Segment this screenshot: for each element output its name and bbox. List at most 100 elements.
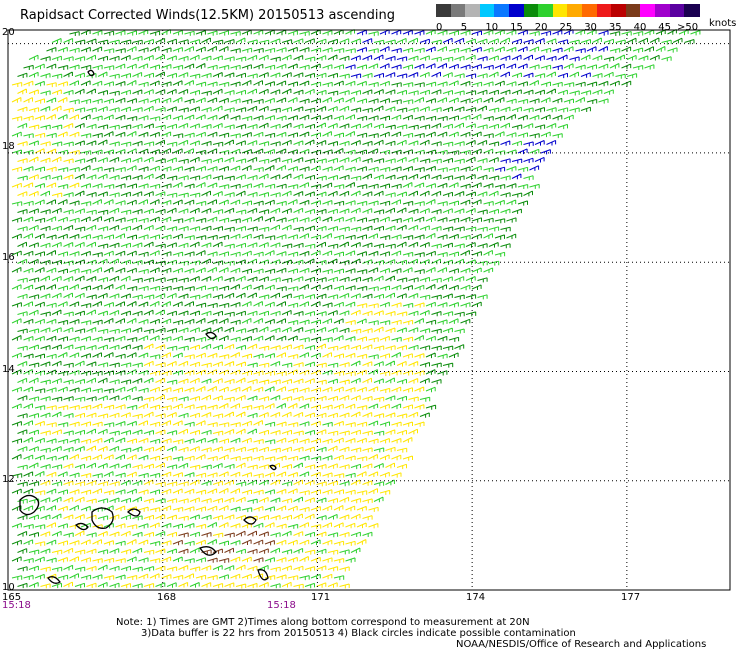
wind-barb (368, 98, 379, 104)
wind-barb (322, 318, 332, 324)
wind-barb (143, 360, 154, 367)
wind-barb (333, 216, 344, 223)
wind-barb (212, 122, 223, 129)
wind-barb (235, 548, 246, 554)
wind-barb (276, 505, 287, 512)
wind-barb (86, 157, 97, 163)
wind-barb (178, 192, 189, 198)
wind-barb (235, 310, 246, 316)
wind-barb (126, 524, 138, 530)
wind-barb (350, 360, 361, 367)
wind-barb (454, 158, 465, 164)
wind-barb (80, 320, 92, 326)
wind-barb (17, 293, 28, 300)
wind-barb (362, 276, 373, 283)
wind-barb (97, 531, 108, 537)
wind-barb (540, 81, 551, 87)
wind-barb (546, 88, 556, 95)
wind-barb (402, 166, 413, 172)
wind-barb (362, 225, 373, 231)
island-circle (74, 522, 89, 531)
note-line-3: NOAA/NESDIS/Office of Research and Appli… (456, 639, 707, 650)
wind-barb (327, 412, 338, 418)
wind-barb (626, 73, 638, 79)
wind-barb (247, 140, 258, 146)
wind-barb (425, 216, 436, 222)
wind-barb (212, 72, 223, 78)
wind-barb (362, 515, 373, 521)
wind-barb (534, 107, 545, 113)
wind-barb (379, 301, 390, 308)
wind-barb (155, 243, 166, 249)
wind-barb (316, 140, 327, 146)
wind-barb (178, 158, 189, 164)
wind-barb (264, 250, 275, 256)
wind-barb (667, 47, 678, 53)
wind-barb (63, 547, 74, 554)
wind-barb (356, 490, 368, 496)
wind-barb (138, 98, 149, 104)
wind-barb (28, 377, 39, 384)
wind-barb (57, 251, 68, 257)
wind-barb (126, 575, 138, 580)
wind-barb (74, 72, 85, 78)
wind-barb (350, 395, 361, 401)
wind-barb (419, 328, 431, 334)
wind-barb (184, 558, 195, 564)
wind-barb (63, 174, 74, 180)
wind-barb (34, 454, 45, 461)
wind-barb (270, 345, 281, 351)
wind-barb (391, 472, 402, 478)
wind-barb (431, 158, 442, 164)
wind-barb (184, 523, 195, 529)
wind-barb (74, 56, 86, 62)
wind-barb (224, 411, 234, 418)
wind-barb (97, 310, 108, 316)
wind-barb (224, 532, 235, 538)
wind-barb (149, 183, 161, 189)
wind-barb (109, 412, 120, 418)
wind-barb (63, 71, 73, 78)
wind-barb (563, 98, 574, 104)
wind-barb (69, 200, 80, 206)
wind-barb (373, 293, 384, 300)
wind-barb (34, 80, 45, 87)
wind-barb (149, 404, 161, 410)
wind-barb (92, 558, 103, 564)
wind-barb (230, 422, 241, 427)
wind-barb (207, 45, 217, 52)
wind-barb (483, 29, 494, 36)
wind-barb (172, 148, 183, 154)
wind-barb (425, 335, 436, 342)
wind-barb (207, 352, 218, 359)
wind-barb (276, 234, 287, 240)
wind-barb (235, 583, 247, 589)
wind-barb (333, 489, 344, 495)
wind-barb (287, 251, 299, 257)
wind-barb (57, 167, 69, 172)
wind-barb (425, 319, 437, 325)
wind-barb (425, 404, 437, 410)
wind-barb (51, 513, 62, 520)
wind-barb (379, 438, 390, 444)
wind-barb (138, 539, 149, 546)
wind-barb (178, 548, 189, 554)
wind-barb (356, 47, 367, 53)
wind-barb (92, 388, 103, 393)
wind-barb (92, 46, 103, 53)
wind-barb (471, 267, 482, 274)
wind-barb (258, 446, 269, 452)
wind-barb (74, 158, 86, 164)
wind-barb (477, 260, 488, 266)
wind-barb (316, 259, 327, 266)
wind-barb (477, 294, 488, 300)
wind-barb (138, 183, 149, 189)
wind-barb (11, 302, 22, 308)
wind-barb (368, 31, 379, 37)
wind-barb (253, 473, 264, 479)
wind-barb (460, 166, 471, 172)
wind-barb (92, 421, 103, 427)
wind-barb (500, 192, 511, 198)
wind-barb (178, 39, 189, 45)
